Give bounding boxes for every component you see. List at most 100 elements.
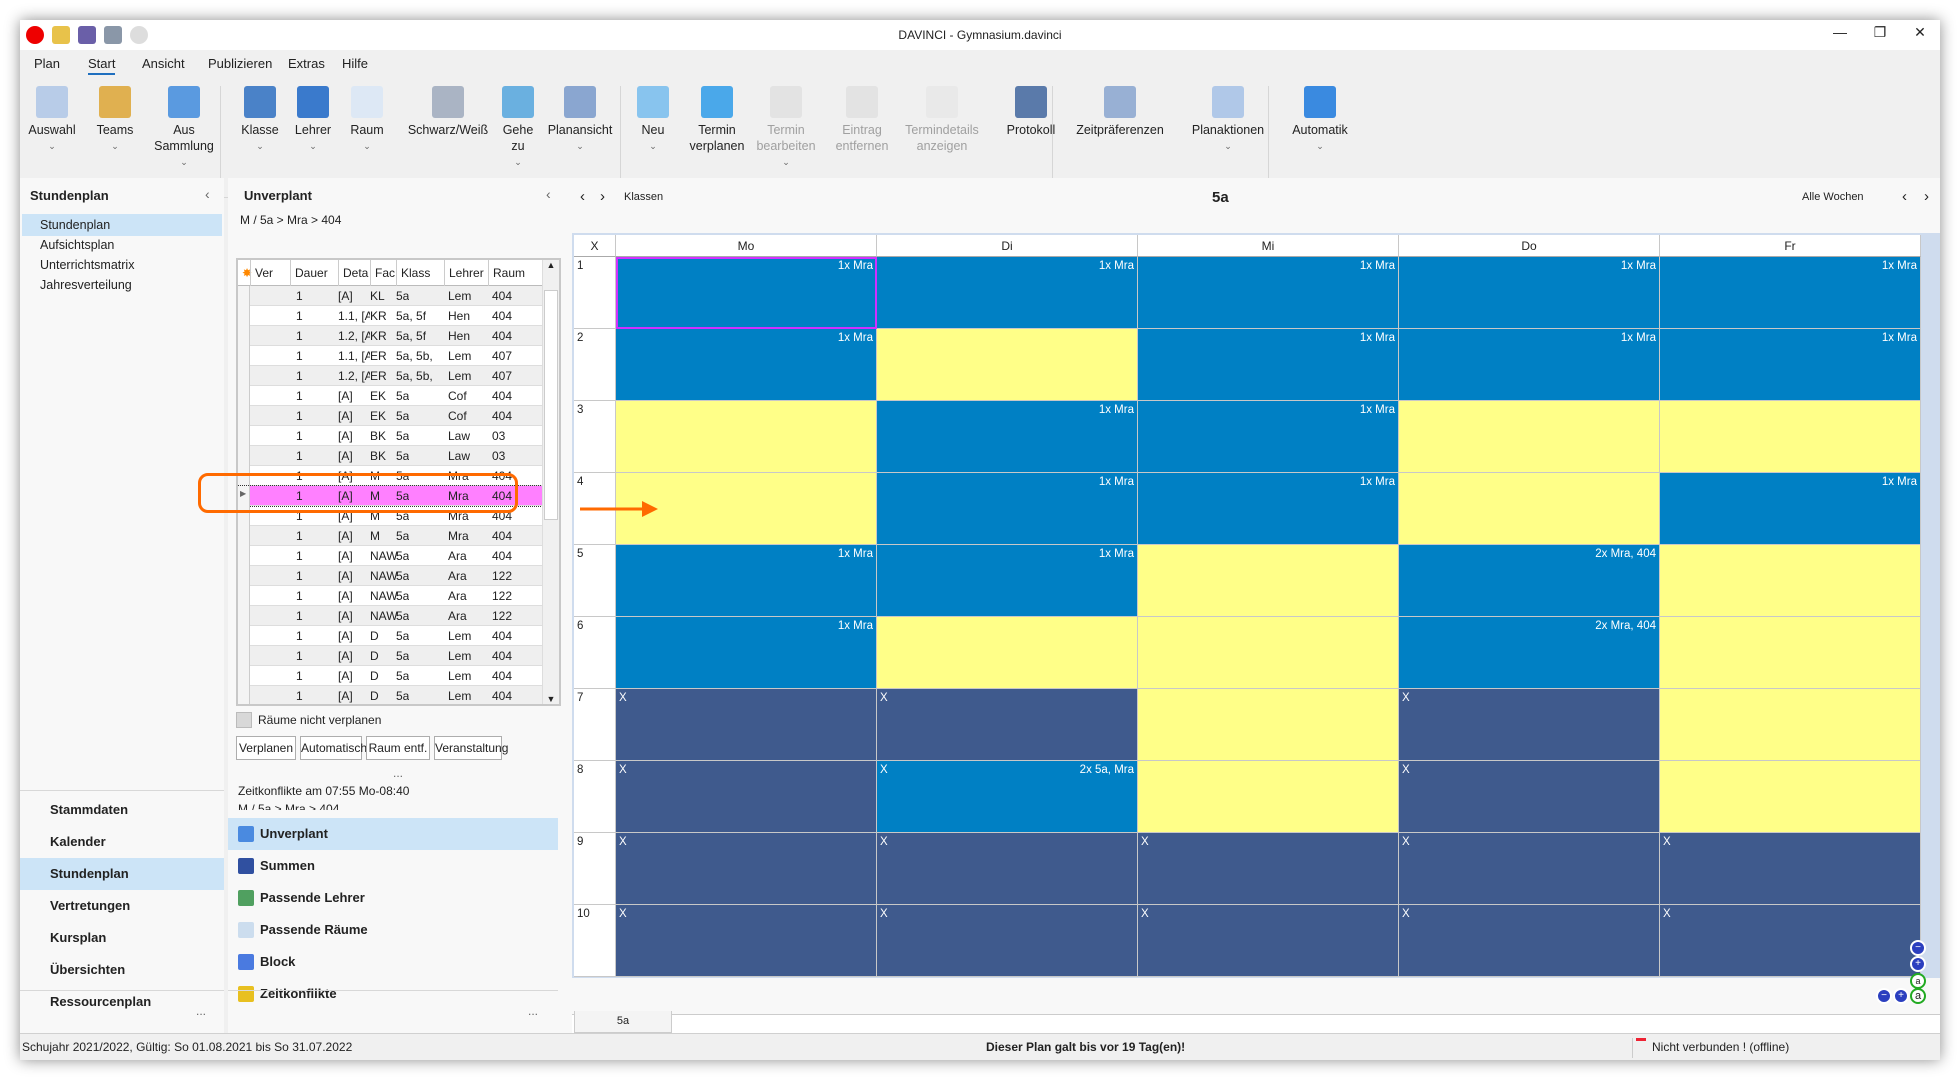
scheduled-lesson[interactable]: 1x Mra	[877, 257, 1138, 329]
zoom-out-vertical-icon[interactable]: −	[1910, 940, 1926, 956]
table-row[interactable]: 1 1.1, [A KR 5a, 5f Hen 404	[238, 306, 544, 326]
prev-arrow-icon[interactable]: ‹	[580, 188, 585, 205]
scheduled-lesson[interactable]: 1x Mra	[1660, 329, 1921, 401]
nav-item[interactable]: Jahresverteilung	[40, 278, 132, 292]
veranstaltung-button[interactable]: Veranstaltung	[434, 736, 508, 760]
module-stammdaten[interactable]: Stammdaten	[50, 802, 129, 817]
menu-tab-start[interactable]: Start	[88, 56, 116, 75]
table-row[interactable]: 1 [A] NAW 5a Ara 404	[238, 546, 544, 566]
row-header[interactable]	[238, 406, 250, 426]
blocked-slot[interactable]: X	[1399, 833, 1660, 905]
blocked-slot[interactable]: X	[1399, 761, 1660, 833]
table-row[interactable]: 1 [A] NAW 5a Ara 122	[238, 586, 544, 606]
collapse-chevron-icon[interactable]: ‹	[546, 186, 551, 202]
scheduled-lesson[interactable]: 1x Mra	[1660, 473, 1921, 545]
menu-tab-publizieren[interactable]: Publizieren	[208, 56, 273, 71]
scheduled-lesson[interactable]: 1x Mra	[877, 473, 1138, 545]
row-header[interactable]	[238, 566, 250, 586]
scheduled-lesson[interactable]: 1x Mra	[616, 617, 877, 689]
row-header[interactable]	[238, 386, 250, 406]
free-slot[interactable]	[1399, 401, 1660, 473]
scheduled-lesson[interactable]: 1x Mra	[1138, 401, 1399, 473]
blocked-slot[interactable]: X	[877, 689, 1138, 761]
zoom-out-horizontal-icon[interactable]: −	[1876, 988, 1892, 1004]
menu-tab-plan[interactable]: Plan	[34, 56, 61, 71]
menu-tab-hilfe[interactable]: Hilfe	[342, 56, 369, 71]
ribbon-button-auswahl[interactable]: Auswahl ⌄	[24, 86, 80, 154]
free-slot[interactable]	[1660, 545, 1921, 617]
free-slot[interactable]	[616, 473, 877, 545]
ribbon-button-eintrag-entfernen[interactable]: Eintrag entfernen	[828, 86, 896, 154]
row-header[interactable]	[238, 586, 250, 606]
verplanen-button[interactable]: Verplanen	[236, 736, 296, 760]
ribbon-button-lehrer[interactable]: Lehrer ⌄	[286, 86, 340, 154]
raumentf-button[interactable]: Raum entf.	[366, 736, 430, 760]
panel-summen[interactable]: Summen	[228, 850, 558, 882]
scroll-down-icon[interactable]: ▼	[546, 694, 556, 704]
blocked-slot[interactable]: X	[1138, 905, 1399, 977]
blocked-slot[interactable]: X	[616, 761, 877, 833]
app-clock-icon[interactable]	[26, 26, 44, 44]
table-row[interactable]: 1 1.2, [A ER 5a, 5b, Lem 407	[238, 366, 544, 386]
blocked-slot[interactable]: X	[1399, 905, 1660, 977]
module-kalender[interactable]: Kalender	[50, 834, 106, 849]
module-kursplan[interactable]: Kursplan	[50, 930, 107, 945]
minimize-button[interactable]: —	[1833, 24, 1847, 40]
scheduled-lesson[interactable]: 1x Mra	[1138, 329, 1399, 401]
table-row[interactable]: 1 [A] D 5a Lem 404	[238, 686, 544, 704]
ribbon-button-termindetails-anzeigen[interactable]: Termindetails anzeigen	[900, 86, 984, 154]
blocked-slot[interactable]: X	[616, 905, 877, 977]
scheduled-lesson[interactable]: 1x Mra	[616, 545, 877, 617]
panel-passende-räume[interactable]: Passende Räume	[228, 914, 558, 946]
scheduled-lesson[interactable]: 1x Mra	[1138, 257, 1399, 329]
day-header-mo[interactable]: Mo	[616, 235, 877, 257]
scheduled-lesson[interactable]: 1x Mra	[616, 257, 877, 329]
ribbon-button-planansicht[interactable]: Planansicht ⌄	[540, 86, 620, 154]
ribbon-button-schwarzweiß[interactable]: Schwarz/Weiß	[400, 86, 496, 138]
weeks-selector[interactable]: Alle Wochen	[1802, 191, 1864, 203]
scheduled-lesson[interactable]: 1x Mra	[1660, 257, 1921, 329]
panel-unverplant[interactable]: Unverplant	[228, 818, 558, 850]
scheduled-lesson[interactable]: 1x Mra	[877, 401, 1138, 473]
blocked-slot[interactable]: X	[616, 833, 877, 905]
table-row[interactable]: 1 [A] M 5a Mra 404	[238, 466, 544, 486]
nav-item[interactable]: Unterrichtsmatrix	[40, 258, 135, 272]
blocked-slot[interactable]: X	[616, 689, 877, 761]
table-row[interactable]: 1 [A] D 5a Lem 404	[238, 666, 544, 686]
row-header[interactable]	[238, 366, 250, 386]
nav-item[interactable]: Aufsichtsplan	[40, 238, 115, 252]
splitter-dots[interactable]: ...	[393, 766, 404, 780]
table-row[interactable]: 1 [A] NAW 5a Ara 122	[238, 606, 544, 626]
free-slot[interactable]	[1138, 689, 1399, 761]
blocked-slot[interactable]: X	[877, 833, 1138, 905]
panel-passende-lehrer[interactable]: Passende Lehrer	[228, 882, 558, 914]
table-row[interactable]: ▶ 1 [A] M 5a Mra 404	[238, 485, 545, 507]
table-row[interactable]: 1 [A] EK 5a Cof 404	[238, 406, 544, 426]
collapse-chevron-icon[interactable]: ‹	[205, 186, 210, 202]
row-header[interactable]	[238, 686, 250, 704]
panel-zeitkonflikte[interactable]: Zeitkonflikte	[228, 978, 558, 1010]
row-header[interactable]	[238, 626, 250, 646]
free-slot[interactable]	[1660, 401, 1921, 473]
row-header[interactable]	[238, 606, 250, 626]
scheduled-lesson[interactable]: 1x Mra	[1399, 329, 1660, 401]
row-header[interactable]	[238, 446, 250, 466]
menu-tab-ansicht[interactable]: Ansicht	[142, 56, 185, 71]
scheduled-lesson[interactable]: 1x Mra	[1399, 257, 1660, 329]
ribbon-button-aus-sammlung[interactable]: Aus Sammlung ⌄	[144, 86, 224, 170]
table-row[interactable]: 1 1.2, [A KR 5a, 5f Hen 404	[238, 326, 544, 346]
ribbon-button-zeitpräferenzen[interactable]: Zeitpräferenzen	[1066, 86, 1174, 138]
menu-tab-extras[interactable]: Extras	[288, 56, 325, 71]
table-row[interactable]: 1 [A] KL 5a Lem 404	[238, 286, 544, 306]
row-header[interactable]	[238, 326, 250, 346]
ribbon-button-teams[interactable]: Teams ⌄	[86, 86, 144, 154]
scheduled-lesson[interactable]: X 2x 5a, Mra	[877, 761, 1138, 833]
day-header-fr[interactable]: Fr	[1660, 235, 1921, 257]
scroll-thumb[interactable]	[544, 290, 558, 520]
column-header-lehrer[interactable]: Lehrer	[444, 260, 488, 286]
module-stundenplan[interactable]: Stundenplan	[20, 858, 224, 890]
prev-week-icon[interactable]: ‹	[1902, 188, 1907, 205]
table-row[interactable]: 1 [A] BK 5a Law 03	[238, 446, 544, 466]
free-slot[interactable]	[877, 617, 1138, 689]
scheduled-lesson[interactable]: 1x Mra	[616, 329, 877, 401]
